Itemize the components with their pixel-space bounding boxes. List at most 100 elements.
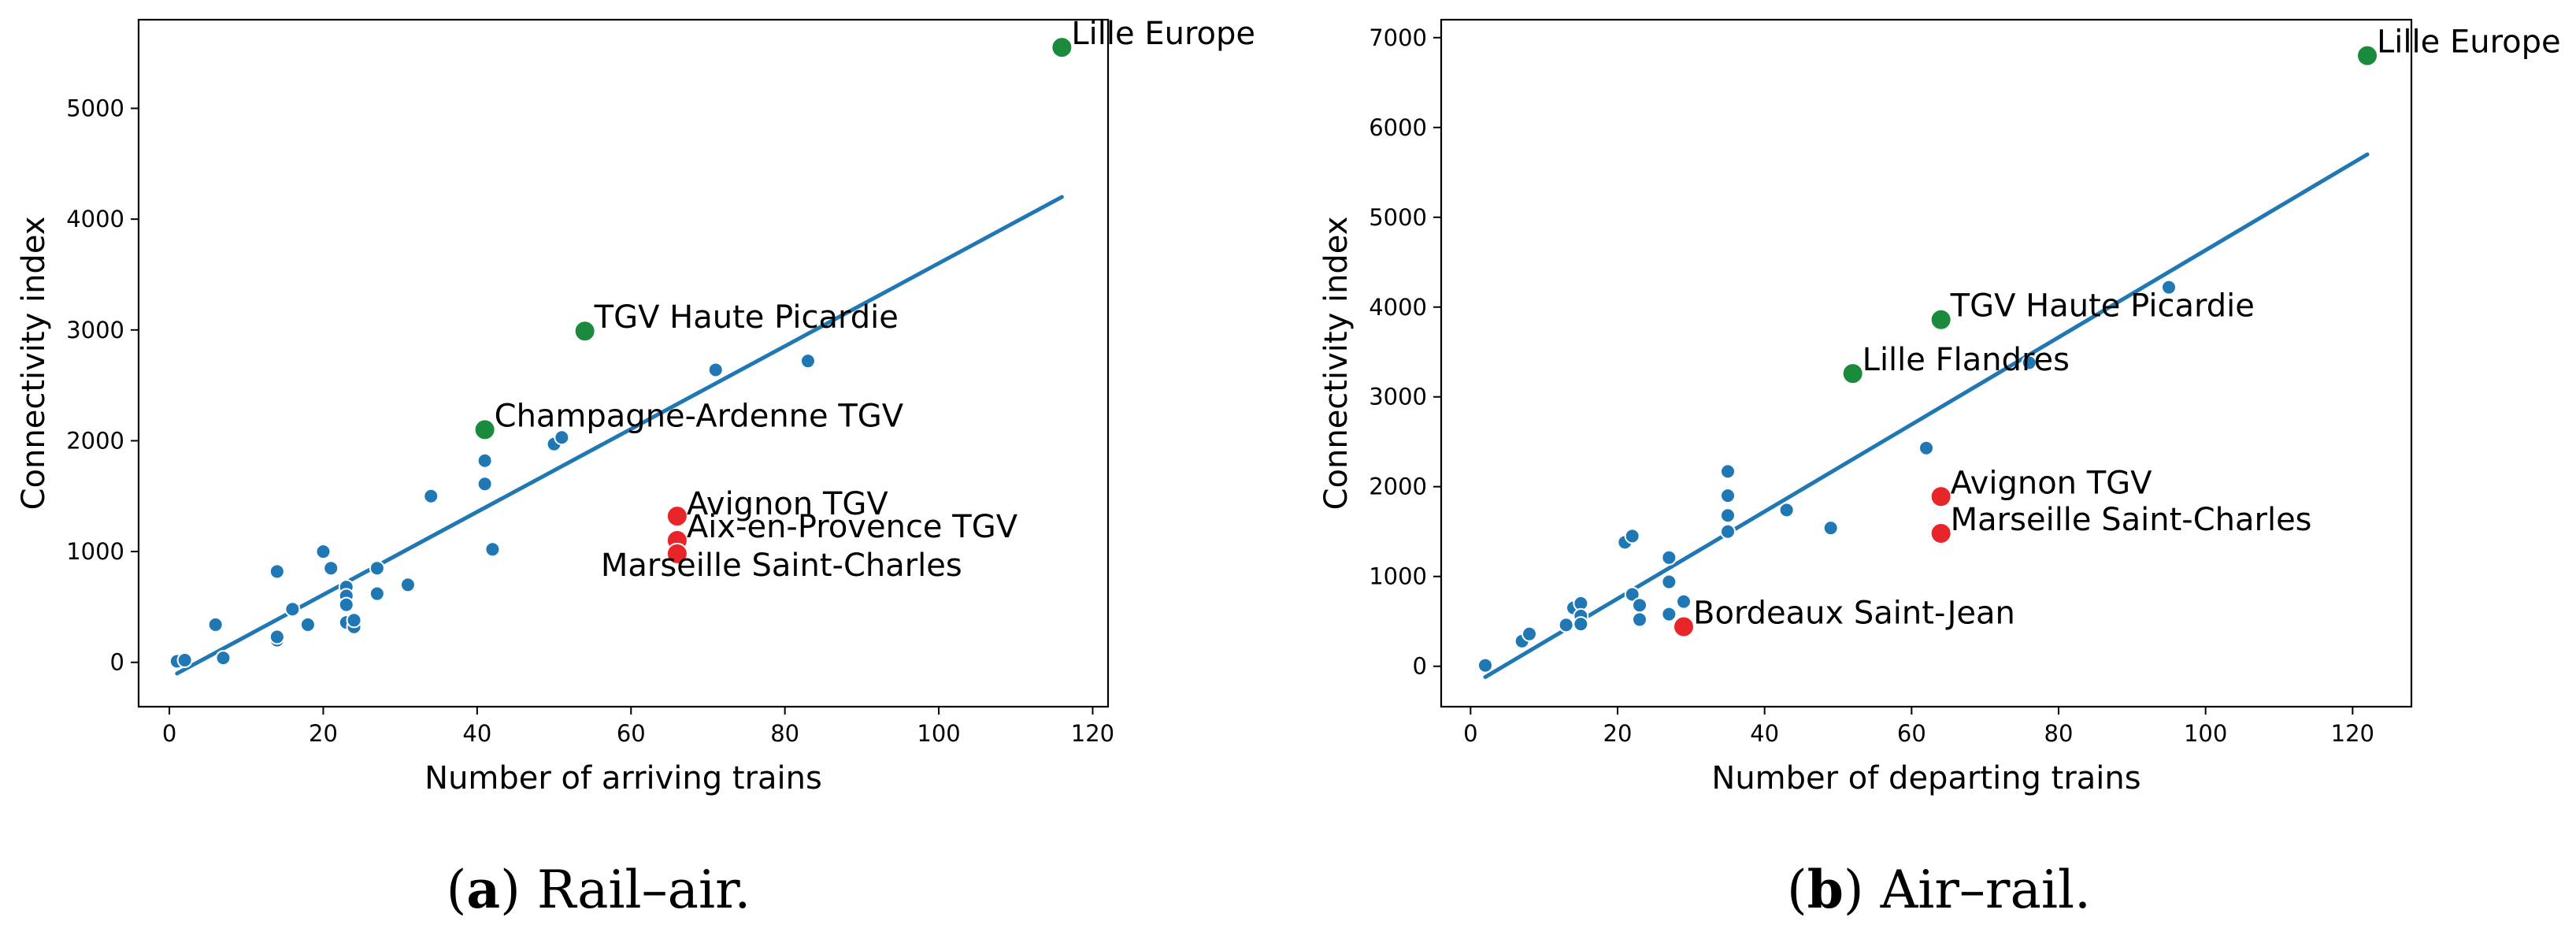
y-tick-label: 0 (110, 649, 124, 676)
data-point (1676, 593, 1692, 610)
point-annotation: TGV Haute Picardie (594, 299, 899, 336)
y-tick-label: 5000 (66, 95, 124, 122)
data-point (1632, 611, 1648, 628)
caption-paren-open: ( (1787, 860, 1807, 920)
point-annotation: Avignon TGV (687, 486, 889, 522)
x-tick-label: 20 (1603, 720, 1633, 747)
x-tick-label: 60 (617, 720, 646, 747)
x-tick-label: 100 (917, 720, 960, 747)
data-point (476, 476, 493, 492)
data-point (338, 596, 354, 613)
chart-b: 0 20 40 60 80 100 120 0 1000 2000 3000 4000 5000 6000… (1318, 18, 2561, 920)
data-point (1918, 440, 1934, 456)
data-point (346, 612, 362, 629)
point-annotation: Avignon TGV (1951, 465, 2153, 501)
highlight-point (665, 542, 688, 565)
y-tick-label: 5000 (1369, 204, 1427, 231)
caption-text: Rail–air. (537, 860, 751, 920)
data-point (423, 488, 439, 504)
data-point (1661, 606, 1677, 622)
data-point (1477, 657, 1493, 674)
subfigure-caption: (a) Rail–air. (447, 859, 751, 920)
x-tick-label: 40 (1750, 720, 1779, 747)
y-tick-label: 1000 (66, 538, 124, 565)
data-point (1632, 597, 1648, 614)
y-tick-label: 4000 (1369, 294, 1427, 321)
data-point (554, 429, 570, 446)
caption-paren-close: ) (1844, 860, 1881, 920)
plot-frame (1440, 18, 2413, 708)
point-annotation: Marseille Saint-Charles (1951, 502, 2312, 538)
x-tick-label: 60 (1897, 720, 1926, 747)
highlight-point (665, 505, 688, 528)
point-annotation: Aix-en-Provence TGV (687, 509, 1018, 545)
point-annotation: TGV Haute Picardie (1950, 288, 2255, 325)
x-tick-label: 100 (2184, 720, 2227, 747)
y-tick-label: 2000 (66, 427, 124, 454)
y-tick-label: 7000 (1369, 24, 1427, 51)
highlight-point (1673, 615, 1695, 638)
data-point (707, 362, 724, 378)
data-point (476, 452, 493, 469)
y-tick-label: 4000 (66, 206, 124, 232)
x-tick-label: 40 (462, 720, 491, 747)
data-point (399, 577, 416, 593)
highlight-point (1841, 362, 1864, 385)
y-axis-label: Connectivity index (16, 217, 52, 511)
data-point (1720, 507, 1736, 524)
data-point (176, 652, 193, 668)
caption-letter: b (1807, 859, 1844, 920)
data-point (1558, 617, 1574, 633)
point-annotation: Lille Europe (1071, 16, 1255, 52)
x-tick-label: 80 (770, 720, 799, 747)
x-axis-label: Number of arriving trains (424, 760, 822, 796)
plot-frame (137, 18, 1110, 708)
data-point (1661, 574, 1677, 590)
point-annotation: Lille Europe (2377, 24, 2561, 61)
highlight-point (1929, 308, 1952, 331)
caption-letter: a (466, 859, 500, 920)
point-annotation: Champagne-Ardenne TGV (495, 398, 904, 434)
trend-line (175, 195, 1064, 676)
subfigure-caption: (b) Air–rail. (1787, 859, 2091, 920)
y-tick-label: 3000 (66, 317, 124, 343)
data-point (1522, 626, 1537, 642)
data-point (1720, 463, 1736, 480)
y-tick-label: 2000 (1369, 473, 1427, 500)
x-tick-label: 120 (2331, 720, 2374, 747)
caption-paren-open: ( (447, 860, 467, 920)
data-point (315, 544, 332, 560)
highlight-point (473, 418, 496, 441)
data-point (269, 629, 285, 645)
data-point (284, 601, 301, 618)
data-point (1661, 549, 1677, 566)
point-annotation: Bordeaux Saint-Jean (1693, 596, 2015, 632)
highlight-point (1929, 485, 1952, 508)
y-axis-label: Connectivity index (1318, 217, 1355, 511)
data-point (323, 560, 339, 577)
data-point (1822, 520, 1839, 537)
data-point (299, 616, 316, 633)
x-tick-label: 80 (2044, 720, 2074, 747)
x-tick-label: 20 (309, 720, 338, 747)
data-point (1720, 523, 1736, 540)
data-point (1573, 616, 1589, 633)
x-tick-label: 120 (1071, 720, 1114, 747)
highlight-point (1051, 36, 1073, 59)
y-tick-label: 0 (1413, 653, 1427, 680)
y-tick-label: 1000 (1369, 563, 1427, 590)
y-tick-label: 6000 (1369, 114, 1427, 141)
caption-paren-close: ) (500, 860, 537, 920)
data-point (2161, 279, 2177, 295)
data-point (369, 560, 385, 577)
highlight-point (1929, 522, 1952, 545)
data-point (1624, 586, 1640, 603)
point-annotation: Marseille Saint-Charles (601, 548, 962, 584)
highlight-point (2356, 44, 2378, 67)
point-annotation: Lille Flandres (1863, 342, 2070, 378)
data-point (1778, 502, 1795, 518)
data-point (484, 541, 501, 558)
data-point (269, 563, 285, 580)
data-point (2021, 355, 2037, 371)
